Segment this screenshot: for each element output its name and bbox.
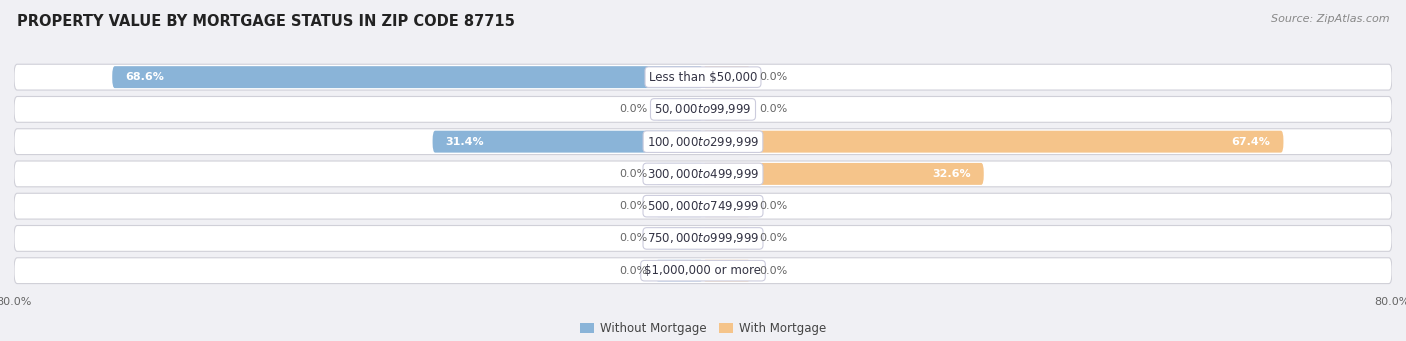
Text: 0.0%: 0.0% bbox=[619, 234, 647, 243]
FancyBboxPatch shape bbox=[14, 193, 1392, 219]
FancyBboxPatch shape bbox=[14, 129, 1392, 154]
Text: 67.4%: 67.4% bbox=[1232, 137, 1271, 147]
Text: Source: ZipAtlas.com: Source: ZipAtlas.com bbox=[1271, 14, 1389, 24]
FancyBboxPatch shape bbox=[14, 258, 1392, 284]
Text: $300,000 to $499,999: $300,000 to $499,999 bbox=[647, 167, 759, 181]
FancyBboxPatch shape bbox=[703, 66, 751, 88]
FancyBboxPatch shape bbox=[703, 131, 1284, 153]
Text: 32.6%: 32.6% bbox=[932, 169, 970, 179]
Text: 0.0%: 0.0% bbox=[759, 266, 787, 276]
FancyBboxPatch shape bbox=[655, 163, 703, 185]
Text: 0.0%: 0.0% bbox=[759, 72, 787, 82]
Text: Less than $50,000: Less than $50,000 bbox=[648, 71, 758, 84]
Text: 68.6%: 68.6% bbox=[125, 72, 165, 82]
Text: 0.0%: 0.0% bbox=[619, 201, 647, 211]
FancyBboxPatch shape bbox=[703, 195, 751, 217]
FancyBboxPatch shape bbox=[14, 161, 1392, 187]
Text: 31.4%: 31.4% bbox=[446, 137, 484, 147]
FancyBboxPatch shape bbox=[655, 195, 703, 217]
Text: 0.0%: 0.0% bbox=[619, 104, 647, 114]
Text: 0.0%: 0.0% bbox=[619, 169, 647, 179]
Text: 0.0%: 0.0% bbox=[759, 104, 787, 114]
FancyBboxPatch shape bbox=[14, 97, 1392, 122]
Text: 0.0%: 0.0% bbox=[759, 201, 787, 211]
FancyBboxPatch shape bbox=[655, 99, 703, 120]
FancyBboxPatch shape bbox=[703, 163, 984, 185]
Legend: Without Mortgage, With Mortgage: Without Mortgage, With Mortgage bbox=[575, 317, 831, 340]
FancyBboxPatch shape bbox=[655, 227, 703, 249]
FancyBboxPatch shape bbox=[14, 225, 1392, 251]
FancyBboxPatch shape bbox=[655, 260, 703, 282]
FancyBboxPatch shape bbox=[433, 131, 703, 153]
FancyBboxPatch shape bbox=[703, 260, 751, 282]
Text: PROPERTY VALUE BY MORTGAGE STATUS IN ZIP CODE 87715: PROPERTY VALUE BY MORTGAGE STATUS IN ZIP… bbox=[17, 14, 515, 29]
Text: $500,000 to $749,999: $500,000 to $749,999 bbox=[647, 199, 759, 213]
Text: $1,000,000 or more: $1,000,000 or more bbox=[644, 264, 762, 277]
FancyBboxPatch shape bbox=[703, 227, 751, 249]
Text: $750,000 to $999,999: $750,000 to $999,999 bbox=[647, 232, 759, 246]
FancyBboxPatch shape bbox=[112, 66, 703, 88]
FancyBboxPatch shape bbox=[14, 64, 1392, 90]
Text: $100,000 to $299,999: $100,000 to $299,999 bbox=[647, 135, 759, 149]
Text: $50,000 to $99,999: $50,000 to $99,999 bbox=[654, 102, 752, 116]
FancyBboxPatch shape bbox=[703, 99, 751, 120]
Text: 0.0%: 0.0% bbox=[759, 234, 787, 243]
Text: 0.0%: 0.0% bbox=[619, 266, 647, 276]
